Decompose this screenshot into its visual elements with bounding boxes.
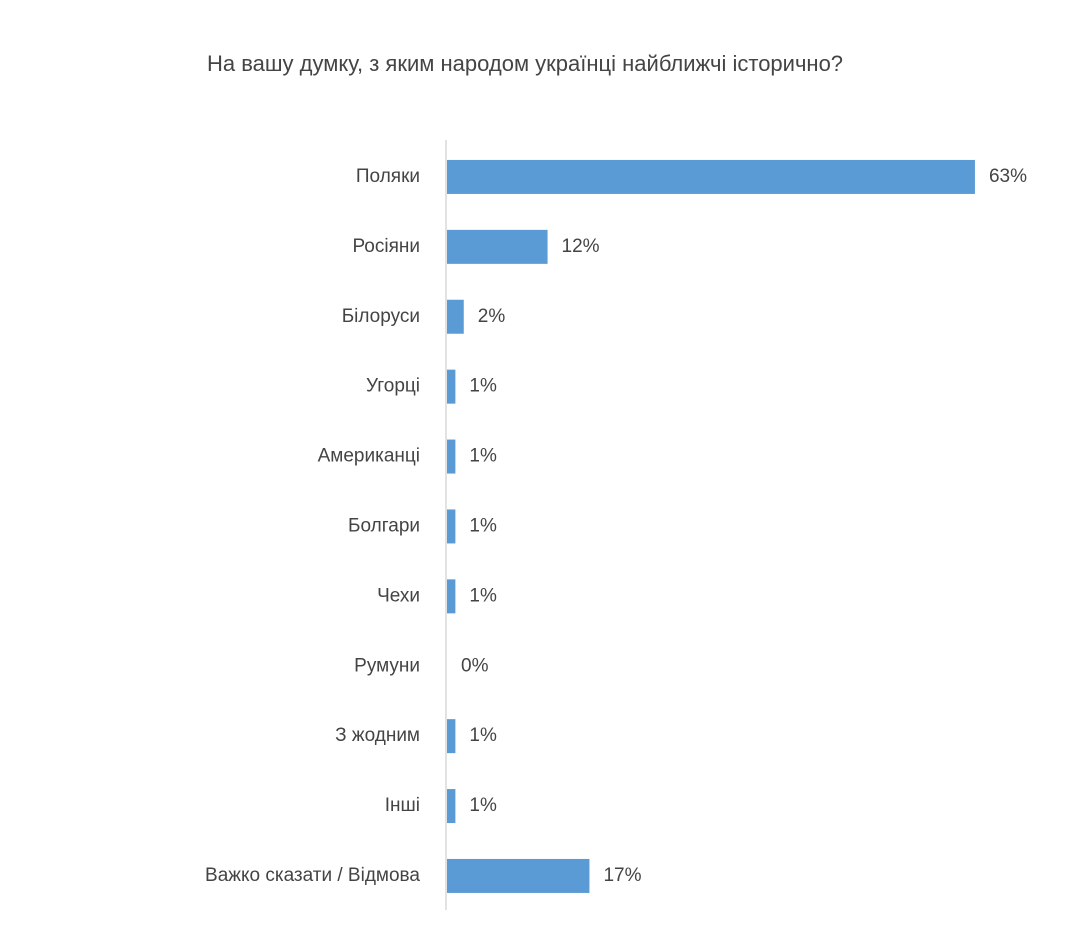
value-label: 2% [478, 306, 506, 327]
value-label: 1% [469, 376, 497, 397]
category-label: Угорці [366, 376, 420, 397]
bar [447, 579, 456, 614]
category-label: Американці [318, 446, 420, 467]
value-label: 1% [469, 725, 497, 746]
bar [447, 719, 456, 754]
category-label: Білоруси [342, 306, 420, 327]
bar [447, 789, 456, 824]
value-label: 12% [562, 236, 600, 257]
value-label: 63% [989, 166, 1027, 187]
bar [447, 509, 456, 544]
value-label: 1% [469, 795, 497, 816]
bar [447, 858, 590, 893]
value-label: 0% [461, 655, 489, 676]
category-label: З жодним [335, 725, 420, 746]
category-label: Росіяни [352, 236, 420, 257]
bar [447, 229, 548, 264]
category-label: Чехи [377, 585, 420, 606]
chart-title: На вашу думку, з яким народом українці н… [207, 51, 843, 76]
category-label: Важко сказати / Відмова [205, 865, 420, 886]
category-label: Болгари [348, 515, 420, 536]
bar [447, 439, 456, 474]
category-label: Поляки [356, 166, 420, 187]
bar [447, 369, 456, 404]
value-label: 1% [469, 515, 497, 536]
value-label: 17% [603, 865, 641, 886]
bar [447, 299, 464, 334]
bar [447, 159, 975, 194]
value-label: 1% [469, 446, 497, 467]
category-label: Інші [385, 795, 420, 816]
value-label: 1% [469, 585, 497, 606]
category-label: Румуни [354, 655, 420, 676]
